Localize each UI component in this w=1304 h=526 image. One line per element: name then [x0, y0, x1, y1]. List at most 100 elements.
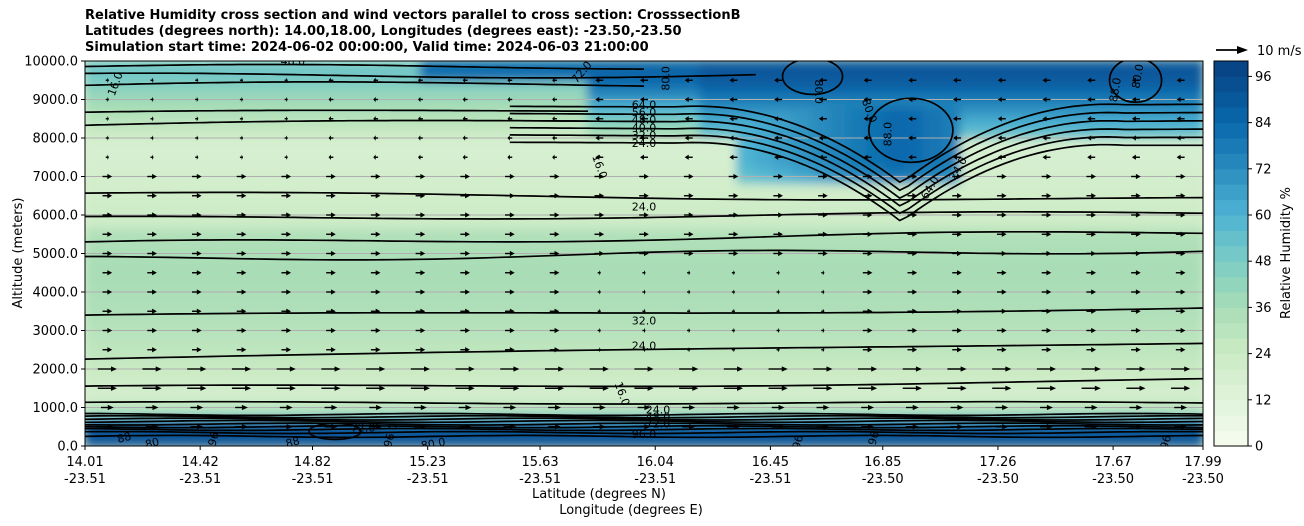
- rh-cell: [866, 104, 888, 114]
- rh-cell: [512, 387, 534, 396]
- rh-cell: [102, 61, 124, 69]
- rh-cell: [680, 214, 701, 223]
- colorbar-segment: [1214, 276, 1248, 293]
- rh-cell: [121, 335, 142, 345]
- rh-cell: [922, 66, 944, 75]
- rh-cell: [736, 85, 757, 95]
- rh-cell: [605, 226, 627, 236]
- rh-cell: [158, 194, 180, 204]
- rh-cell: [102, 66, 124, 75]
- wind-vector: [97, 366, 117, 372]
- rh-cell: [382, 66, 403, 75]
- rh-cell: [344, 233, 366, 242]
- rh-cell: [922, 162, 944, 172]
- rh-cell: [587, 156, 608, 165]
- rh-cell: [1034, 169, 1055, 178]
- rh-cell: [531, 271, 552, 281]
- rh-cell: [866, 303, 888, 313]
- rh-cell: [624, 284, 645, 293]
- rh-cell: [1090, 355, 1111, 364]
- rh-cell: [195, 361, 217, 370]
- rh-cell: [773, 303, 795, 313]
- rh-cell: [1034, 342, 1055, 351]
- rh-cell: [475, 291, 496, 300]
- rh-cell: [941, 291, 962, 300]
- rh-cell: [568, 143, 590, 152]
- rh-cell: [307, 181, 329, 191]
- rh-cell: [344, 239, 366, 249]
- rh-cell: [382, 85, 403, 95]
- rh-cell: [419, 329, 441, 338]
- rh-cell: [438, 194, 459, 204]
- wind-vector: [818, 193, 828, 199]
- rh-cell: [438, 291, 459, 300]
- rh-cell: [866, 335, 888, 345]
- x-axis: 14.01-23.5114.42-23.5114.82-23.5115.23-2…: [64, 446, 1224, 487]
- rh-cell: [475, 226, 496, 236]
- rh-cell: [717, 265, 739, 274]
- rh-cell: [307, 79, 329, 88]
- wind-vector: [818, 231, 828, 237]
- wind-vector: [731, 289, 736, 295]
- rh-cell: [1015, 149, 1037, 159]
- rh-cell: [344, 387, 366, 396]
- rh-cell: [85, 104, 105, 114]
- rh-cell: [754, 104, 776, 114]
- rh-cell: [1164, 104, 1186, 114]
- rh-cell: [158, 323, 180, 332]
- rh-cell: [158, 156, 180, 165]
- rh-cell: [885, 310, 906, 319]
- rh-cell: [475, 194, 496, 204]
- rh-cell: [661, 61, 683, 69]
- rh-cell: [1034, 201, 1055, 210]
- rh-cell: [661, 323, 683, 332]
- rh-cell: [85, 226, 105, 236]
- wind-vector: [460, 212, 470, 218]
- rh-cell: [195, 72, 217, 82]
- rh-cell: [288, 265, 310, 274]
- rh-cell: [829, 201, 850, 210]
- rh-cell: [829, 355, 850, 364]
- wind-vector: [462, 77, 468, 83]
- rh-cell: [941, 104, 962, 114]
- rh-cell: [829, 393, 850, 403]
- wind-vector: [1175, 250, 1186, 257]
- rh-cell: [270, 111, 291, 120]
- rh-cell: [382, 220, 403, 229]
- rh-cell: [158, 239, 180, 249]
- rh-cell: [288, 387, 310, 396]
- rh-cell: [1127, 329, 1149, 338]
- wind-vector: [996, 231, 1007, 237]
- rh-cell: [139, 124, 161, 133]
- rh-cell: [1071, 169, 1093, 178]
- rh-cell: [400, 361, 422, 370]
- rh-cell: [978, 303, 1000, 313]
- rh-cell: [233, 387, 254, 396]
- rh-cell: [326, 130, 347, 139]
- rh-cell: [1108, 239, 1130, 249]
- rh-cell: [363, 98, 385, 107]
- wind-vector: [773, 250, 783, 257]
- rh-cell: [363, 181, 385, 191]
- rh-cell: [102, 284, 124, 293]
- rh-cell: [792, 137, 813, 146]
- wind-vector: [862, 347, 873, 353]
- rh-cell: [382, 130, 403, 139]
- rh-cell: [419, 393, 441, 403]
- rh-cell: [195, 400, 217, 409]
- rh-cell: [438, 387, 459, 396]
- rh-cell: [1127, 246, 1149, 255]
- rh-cell: [717, 297, 739, 306]
- wind-vector: [996, 308, 1007, 314]
- rh-cell: [568, 355, 590, 364]
- rh-cell: [85, 201, 105, 210]
- rh-cell: [978, 85, 1000, 95]
- wind-vector: [1175, 212, 1186, 218]
- rh-cell: [456, 143, 478, 152]
- rh-cell: [978, 233, 1000, 242]
- rh-cell: [978, 124, 1000, 133]
- rh-cell: [661, 438, 683, 446]
- rh-cell: [754, 348, 776, 358]
- rh-cell: [251, 104, 273, 114]
- rh-cell: [344, 143, 366, 152]
